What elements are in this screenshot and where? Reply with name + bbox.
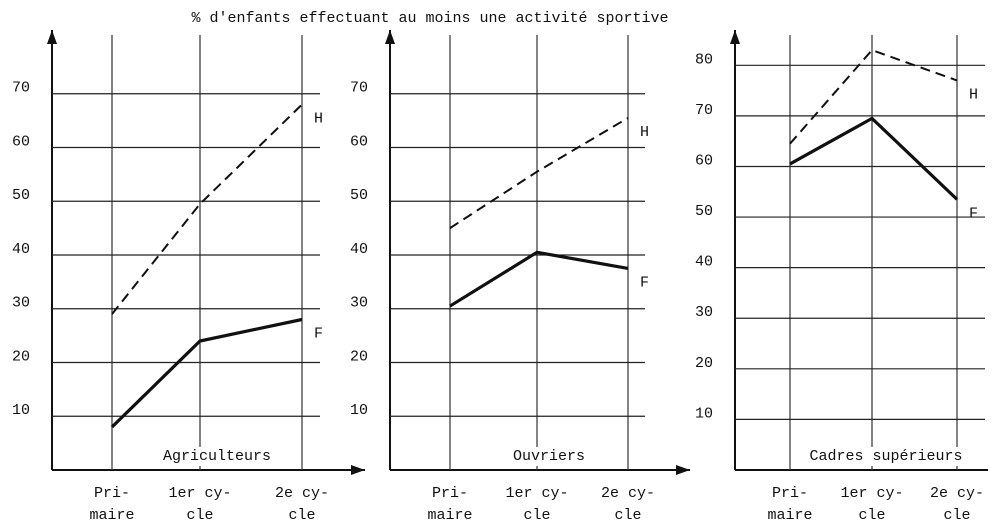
y-tick-label: 50	[350, 187, 368, 204]
y-tick-label: 30	[350, 295, 368, 312]
y-tick-label: 60	[695, 152, 713, 169]
x-axis-arrow	[351, 465, 365, 475]
y-tick-label: 20	[350, 348, 368, 365]
series-label: F	[640, 274, 649, 291]
y-tick-label: 40	[350, 241, 368, 258]
y-axis-arrow	[385, 30, 395, 44]
y-tick-label: 40	[12, 241, 30, 258]
series-label: H	[314, 110, 323, 127]
y-tick-label: 60	[350, 133, 368, 150]
x-tick-label: cle	[288, 507, 315, 524]
y-tick-label: 60	[12, 133, 30, 150]
x-tick-label: 1er cy-	[840, 485, 903, 502]
x-tick-label: cle	[523, 507, 550, 524]
y-tick-label: 70	[12, 80, 30, 97]
data-line	[449, 117, 629, 229]
panel-label-bg	[509, 446, 589, 466]
y-tick-label: 20	[695, 355, 713, 372]
chart-title: % d'enfants effectuant au moins une acti…	[191, 10, 668, 27]
panel-label: Cadres supérieurs	[809, 448, 962, 465]
y-axis-arrow	[47, 30, 57, 44]
y-tick-label: 10	[350, 402, 368, 419]
x-tick-label: cle	[614, 507, 641, 524]
data-line	[789, 116, 959, 201]
x-tick-label: maire	[89, 507, 134, 524]
data-line	[111, 103, 303, 315]
x-tick-label: 2e cy-	[930, 485, 984, 502]
y-tick-label: 70	[350, 80, 368, 97]
panel-label-bg	[159, 446, 275, 466]
x-tick-label: 2e cy-	[601, 485, 655, 502]
x-tick-label: Pri-	[432, 485, 468, 502]
panel-label: Agriculteurs	[163, 448, 271, 465]
data-line	[449, 250, 629, 308]
y-tick-label: 40	[695, 254, 713, 271]
x-tick-label: 1er cy-	[505, 485, 568, 502]
series-label: H	[969, 86, 978, 103]
series-label: F	[314, 325, 323, 342]
panel-label: Ouvriers	[513, 448, 585, 465]
y-tick-label: 30	[12, 295, 30, 312]
x-tick-label: cle	[186, 507, 213, 524]
x-tick-label: Pri-	[772, 485, 808, 502]
data-line	[110, 317, 303, 429]
y-tick-label: 70	[695, 102, 713, 119]
x-tick-label: Pri-	[94, 485, 130, 502]
y-tick-label: 20	[12, 348, 30, 365]
panel-label-bg	[806, 446, 966, 466]
x-tick-label: maire	[427, 507, 472, 524]
y-tick-label: 80	[695, 51, 713, 68]
series-label: F	[969, 205, 978, 222]
y-tick-label: 10	[12, 402, 30, 419]
y-tick-label: 10	[695, 405, 713, 422]
series-label: H	[640, 124, 649, 141]
x-axis-arrow	[676, 465, 690, 475]
x-tick-label: 2e cy-	[275, 485, 329, 502]
data-line	[789, 48, 958, 145]
y-axis-arrow	[730, 30, 740, 44]
x-tick-label: 1er cy-	[168, 485, 231, 502]
x-tick-label: maire	[767, 507, 812, 524]
x-tick-label: cle	[858, 507, 885, 524]
y-tick-label: 50	[12, 187, 30, 204]
y-tick-label: 30	[695, 304, 713, 321]
x-tick-label: cle	[943, 507, 970, 524]
y-tick-label: 50	[695, 203, 713, 220]
